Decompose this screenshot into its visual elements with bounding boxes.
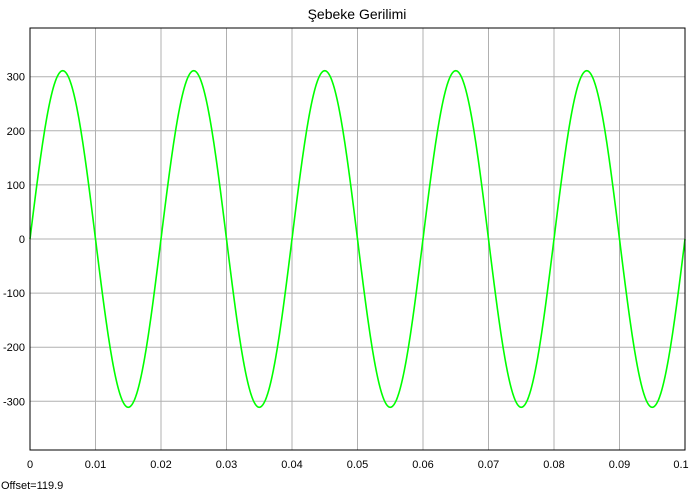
chart-title: Şebeke Gerilimi [308,6,407,22]
signal-trace [29,69,686,409]
x-tick-label: 0.01 [85,459,106,471]
x-tick-labels: 0 0.01 0.02 0.03 0.04 0.05 0.06 0.07 0.08 0.09 0.1 [27,459,689,471]
x-tick-label: 0.02 [150,459,171,471]
y-tick-label: 300 [7,72,25,84]
x-tick-label: 0.09 [609,459,630,471]
y-tick-label: -300 [3,396,25,408]
y-tick-label: -200 [3,342,25,354]
offset-label: Offset=119.9 [1,480,63,492]
y-tick-label: 0 [19,234,25,246]
x-tick-label: 0.06 [412,459,433,471]
y-tick-label: 100 [7,180,25,192]
x-tick-label: 0.03 [216,459,237,471]
x-tick-label: 0.1 [673,459,688,471]
plot-frame [29,27,686,451]
x-tick-label: 0.07 [478,459,499,471]
signal-layer [29,69,686,409]
x-tick-label: 0.08 [543,459,564,471]
x-tick-label: 0.04 [281,459,302,471]
y-tick-labels: 300 200 100 0 -100 -200 -300 [3,72,25,409]
y-tick-label: 200 [7,126,25,138]
x-tick-label: 0 [27,459,33,471]
x-tick-label: 0.05 [347,459,368,471]
y-tick-label: -100 [3,288,25,300]
